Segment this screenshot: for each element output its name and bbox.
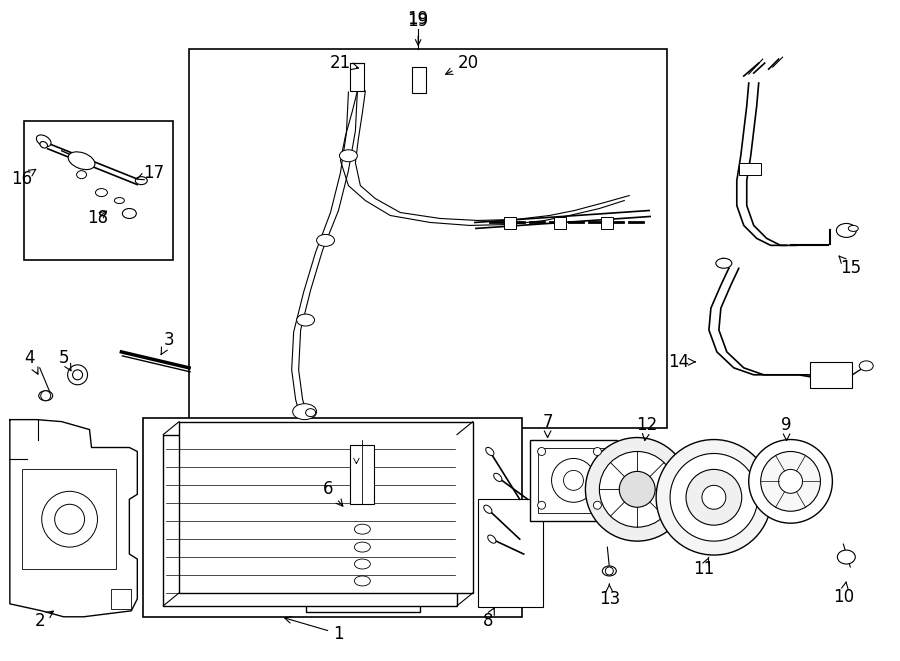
Text: 13: 13	[598, 584, 620, 608]
Circle shape	[656, 440, 771, 555]
Circle shape	[778, 469, 803, 493]
Circle shape	[606, 567, 613, 575]
Text: 10: 10	[832, 582, 854, 606]
Bar	[811, 362, 852, 388]
Ellipse shape	[36, 135, 51, 147]
Text: 17: 17	[137, 164, 164, 182]
Ellipse shape	[355, 542, 370, 552]
Bar	[412, 67, 426, 93]
Circle shape	[749, 440, 832, 524]
Bar	[350, 63, 365, 91]
Text: 20: 20	[446, 54, 479, 74]
Bar	[23, 121, 173, 260]
Text: 16: 16	[11, 169, 36, 188]
Ellipse shape	[860, 361, 873, 371]
Ellipse shape	[494, 473, 502, 481]
Ellipse shape	[849, 225, 859, 231]
Bar	[179, 422, 473, 593]
Text: 19: 19	[408, 11, 428, 28]
Ellipse shape	[716, 258, 732, 268]
Ellipse shape	[76, 171, 86, 178]
Circle shape	[40, 391, 50, 401]
Bar	[143, 418, 522, 617]
Circle shape	[619, 471, 655, 507]
Circle shape	[599, 451, 675, 527]
Bar	[189, 49, 667, 428]
Ellipse shape	[306, 408, 316, 416]
Circle shape	[68, 365, 87, 385]
Circle shape	[585, 438, 689, 541]
Ellipse shape	[836, 223, 856, 237]
Ellipse shape	[95, 188, 107, 196]
Bar	[22, 469, 116, 569]
Ellipse shape	[355, 576, 370, 586]
Text: 5: 5	[58, 349, 71, 371]
Circle shape	[593, 447, 601, 455]
Circle shape	[537, 501, 545, 509]
Ellipse shape	[837, 550, 855, 564]
Text: 12: 12	[636, 416, 658, 440]
Text: 7: 7	[543, 412, 553, 438]
Circle shape	[537, 447, 545, 455]
Text: 11: 11	[693, 557, 715, 578]
Bar	[537, 447, 609, 513]
Bar	[350, 444, 374, 504]
Circle shape	[41, 491, 97, 547]
Ellipse shape	[483, 505, 492, 514]
Circle shape	[702, 485, 725, 509]
Circle shape	[670, 453, 758, 541]
Ellipse shape	[488, 535, 496, 543]
Ellipse shape	[40, 141, 48, 148]
Text: 18: 18	[87, 210, 108, 227]
Ellipse shape	[122, 208, 136, 219]
Bar	[163, 434, 457, 606]
Ellipse shape	[114, 198, 124, 204]
Ellipse shape	[68, 152, 94, 170]
Ellipse shape	[317, 235, 335, 247]
Text: 6: 6	[323, 481, 343, 506]
Ellipse shape	[602, 566, 616, 576]
Ellipse shape	[355, 524, 370, 534]
Ellipse shape	[486, 447, 494, 455]
Circle shape	[73, 370, 83, 380]
Ellipse shape	[39, 391, 53, 401]
Text: 4: 4	[24, 349, 38, 374]
Circle shape	[55, 504, 85, 534]
Text: 2: 2	[34, 611, 53, 630]
Circle shape	[760, 451, 821, 511]
Text: 14: 14	[669, 353, 696, 371]
Circle shape	[686, 469, 742, 525]
Ellipse shape	[297, 314, 315, 326]
Text: 21: 21	[329, 54, 358, 72]
Text: 15: 15	[839, 256, 861, 277]
Bar	[504, 217, 516, 229]
Ellipse shape	[339, 150, 357, 162]
Text: 8: 8	[482, 608, 494, 630]
Ellipse shape	[135, 176, 148, 184]
Bar	[739, 163, 760, 175]
Text: 1: 1	[284, 617, 344, 642]
Ellipse shape	[292, 404, 317, 420]
Circle shape	[563, 471, 583, 490]
Circle shape	[552, 459, 596, 502]
Bar	[478, 499, 543, 607]
Bar	[554, 217, 565, 229]
Text: 3: 3	[161, 331, 175, 354]
Bar	[112, 589, 131, 609]
Ellipse shape	[355, 559, 370, 569]
Circle shape	[593, 501, 601, 509]
Bar	[601, 217, 613, 229]
Bar	[306, 424, 420, 612]
Bar	[530, 440, 617, 521]
Text: 19: 19	[408, 13, 428, 30]
Text: 9: 9	[781, 416, 792, 440]
